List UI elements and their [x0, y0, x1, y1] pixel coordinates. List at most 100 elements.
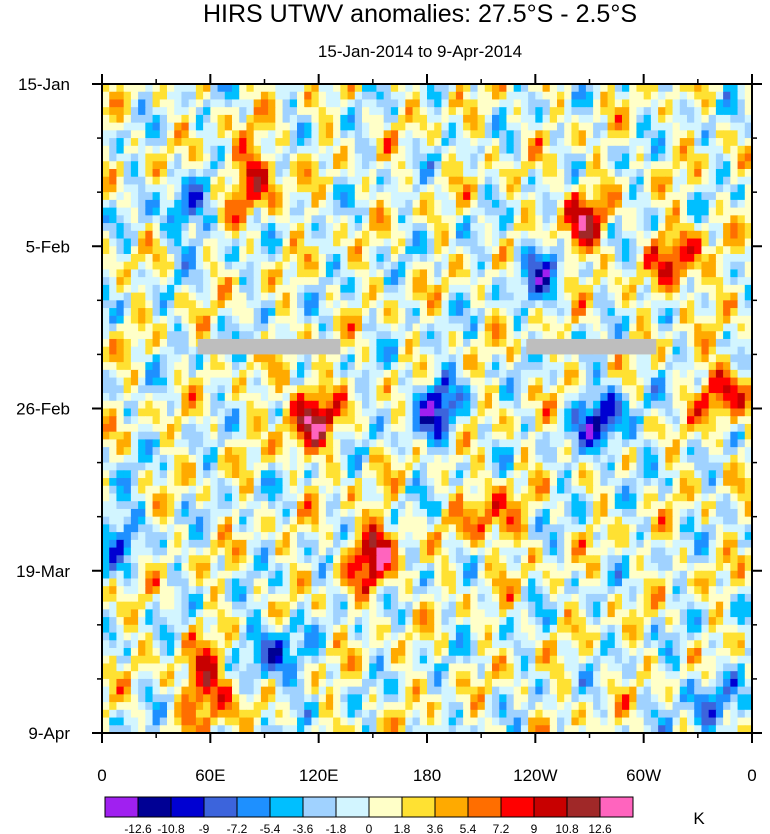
field-cell: [513, 292, 522, 301]
field-cell: [455, 153, 464, 162]
field-cell: [643, 238, 652, 247]
field-cell: [268, 462, 276, 471]
field-cell: [304, 439, 313, 448]
field-cell: [564, 416, 573, 425]
field-cell: [687, 478, 695, 487]
field-cell: [246, 99, 255, 108]
field-cell: [629, 176, 638, 186]
field-cell: [318, 400, 327, 410]
field-cell: [542, 416, 551, 425]
field-cell: [138, 400, 146, 410]
field-cell: [463, 470, 471, 479]
field-cell: [419, 493, 428, 502]
field-cell: [499, 478, 508, 487]
field-cell: [650, 485, 659, 495]
field-cell: [246, 423, 255, 433]
field-cell: [383, 323, 392, 332]
field-cell: [463, 362, 471, 371]
field-cell: [448, 369, 457, 379]
field-cell: [737, 207, 746, 216]
field-cell: [730, 107, 739, 116]
field-cell: [455, 447, 464, 456]
field-cell: [325, 292, 334, 301]
field-cell: [260, 447, 269, 456]
field-cell: [564, 138, 573, 147]
field-cell: [593, 114, 601, 124]
field-cell: [434, 114, 443, 124]
field-cell: [398, 462, 406, 471]
field-cell: [297, 230, 305, 240]
field-cell: [369, 261, 378, 271]
field-cell: [708, 230, 717, 240]
field-cell: [325, 508, 334, 518]
field-cell: [354, 470, 363, 479]
field-cell: [419, 246, 428, 255]
field-cell: [463, 192, 471, 201]
field-cell: [427, 439, 435, 448]
field-cell: [477, 439, 486, 448]
field-cell: [369, 199, 378, 209]
field-cell: [513, 176, 522, 186]
field-cell: [672, 315, 681, 325]
field-cell: [643, 485, 652, 495]
field-cell: [622, 114, 630, 124]
field-cell: [188, 508, 197, 518]
field-cell: [441, 114, 450, 124]
field-cell: [109, 99, 118, 108]
field-cell: [557, 462, 565, 471]
field-cell: [448, 462, 457, 471]
field-cell: [593, 284, 601, 294]
field-cell: [513, 439, 522, 448]
field-cell: [181, 508, 190, 518]
field-cell: [340, 269, 349, 278]
field-cell: [398, 107, 406, 116]
field-cell: [181, 423, 190, 433]
field-cell: [318, 478, 327, 487]
field-cell: [549, 439, 558, 448]
field-cell: [571, 493, 580, 502]
field-cell: [210, 91, 219, 101]
field-cell: [535, 284, 544, 294]
field-cell: [203, 261, 211, 271]
field-cell: [484, 393, 493, 402]
field-cell: [427, 300, 435, 309]
field-cell: [347, 385, 356, 394]
field-cell: [585, 114, 594, 124]
field-cell: [246, 308, 255, 317]
field-cell: [643, 284, 652, 294]
field-cell: [116, 107, 125, 116]
field-cell: [650, 230, 659, 240]
field-cell: [188, 269, 197, 278]
field-cell: [477, 199, 486, 209]
field-cell: [470, 369, 479, 379]
field-cell: [138, 454, 146, 464]
field-cell: [217, 199, 226, 209]
field-cell: [260, 230, 269, 240]
field-cell: [398, 246, 406, 255]
field-cell: [354, 122, 363, 131]
field-cell: [318, 508, 327, 518]
field-cell: [549, 138, 558, 147]
field-cell: [477, 377, 486, 386]
field-cell: [333, 84, 341, 93]
field-cell: [744, 230, 752, 240]
field-cell: [289, 454, 298, 464]
field-cell: [520, 153, 529, 162]
field-cell: [239, 84, 248, 93]
field-cell: [614, 145, 623, 155]
field-cell: [600, 253, 609, 263]
field-cell: [499, 323, 508, 332]
field-cell: [232, 230, 240, 240]
field-cell: [650, 192, 659, 201]
field-cell: [130, 99, 139, 108]
field-cell: [715, 462, 724, 471]
field-cell: [253, 508, 262, 518]
field-cell: [116, 485, 125, 495]
field-cell: [665, 269, 674, 278]
field-cell: [246, 315, 255, 325]
field-cell: [737, 408, 746, 417]
field-cell: [246, 300, 255, 309]
field-cell: [506, 308, 515, 317]
field-cell: [694, 145, 703, 155]
field-cell: [181, 493, 190, 502]
